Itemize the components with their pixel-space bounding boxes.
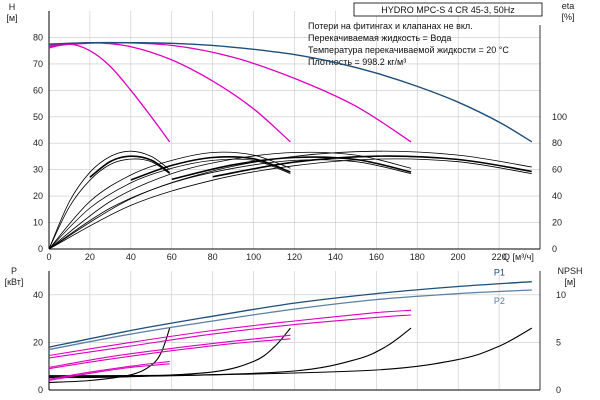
- power-curve-partial: [48, 360, 170, 380]
- npsh-curve: [48, 327, 412, 378]
- power-curve-partial: [48, 334, 291, 368]
- power-curve-partial: [48, 363, 170, 382]
- top-x-tick-label: 180: [410, 252, 425, 262]
- power-curve-partial: [48, 338, 291, 370]
- head-curve-partial: [48, 42, 291, 143]
- top-y-tick-label: 0: [38, 244, 43, 254]
- duty-curve: [212, 155, 532, 178]
- power-series-p2: [48, 289, 532, 351]
- bottom-y-tick-label: 40: [33, 290, 43, 300]
- top-y-tick-label: 80: [33, 32, 43, 42]
- top-y-tick-label: 50: [33, 112, 43, 122]
- eta-curve: [48, 159, 412, 250]
- series-label-p1: P1: [494, 268, 505, 278]
- power-curve-partial: [48, 314, 412, 359]
- top-eta-tick-label: 80: [552, 138, 562, 148]
- top-x-tick-label: 200: [451, 252, 466, 262]
- top-y-axis-label: H: [9, 2, 16, 12]
- eta-curve: [48, 158, 291, 250]
- eta-curve: [48, 151, 412, 250]
- bottom-y-tick-label: 0: [38, 385, 43, 395]
- top-x-tick-label: 100: [246, 252, 261, 262]
- top-x-tick-label: 80: [208, 252, 218, 262]
- eta-curve: [48, 151, 291, 250]
- bottom-npsh-tick-label: 0: [556, 385, 561, 395]
- eta-curve: [48, 158, 170, 250]
- top-eta-tick-label: 100: [552, 112, 567, 122]
- power-curve-partial: [48, 309, 412, 357]
- top-y-tick-label: 40: [33, 138, 43, 148]
- npsh-curve: [48, 327, 291, 379]
- bottom-npsh-axis-label: NPSH: [557, 266, 582, 276]
- chart-title-box: [353, 2, 543, 17]
- top-x-tick-label: 20: [85, 252, 95, 262]
- chart-note: Плотность = 998.2 кг/м³: [308, 57, 406, 67]
- top-x-tick-label: 120: [287, 252, 302, 262]
- top-x-tick-label: 40: [126, 252, 136, 262]
- bottom-npsh-tick-label: 5: [556, 337, 561, 347]
- bottom-y-axis-label: P: [11, 266, 17, 276]
- top-x-tick-label: 60: [167, 252, 177, 262]
- top-x-axis-label: Q [м³/ч]: [503, 252, 534, 262]
- top-y-tick-label: 60: [33, 85, 43, 95]
- bottom-y-tick-label: 20: [33, 337, 43, 347]
- top-eta-tick-label: 20: [552, 218, 562, 228]
- power-series-p1: [48, 281, 532, 348]
- top-eta-tick-label: 40: [552, 191, 562, 201]
- bottom-panel: 0 20 40 0 5 10 P[кВт] NPSH[м] P1 P2: [5, 266, 583, 395]
- top-eta-axis-label: [%]: [561, 12, 574, 22]
- top-y-tick-label: 10: [33, 218, 43, 228]
- duty-curve: [130, 155, 291, 181]
- bottom-y-axis-label: [кВт]: [5, 277, 24, 287]
- head-curve-full: [48, 41, 533, 143]
- duty-curve: [171, 156, 412, 181]
- top-panel: 0 20 40 60 80 100 120 140 160 180 200 2200102030405…: [6, 1, 574, 262]
- chart-note: Перекачиваемая жидкость = Вода: [308, 33, 451, 43]
- top-x-tick-label: 0: [46, 252, 51, 262]
- eta-curve: [48, 158, 532, 250]
- top-y-axis-label: [м]: [6, 13, 17, 23]
- top-eta-tick-label: 0: [552, 244, 557, 254]
- chart-title: HYDRO MPC-S 4 CR 45-3, 50Hz: [381, 5, 515, 15]
- npsh-curve: [48, 327, 171, 383]
- bottom-npsh-tick-label: 10: [556, 290, 566, 300]
- series-label-p2: P2: [494, 296, 505, 306]
- head-curve-partial: [48, 43, 171, 143]
- top-x-tick-label: 220: [492, 252, 507, 262]
- top-y-tick-label: 30: [33, 165, 43, 175]
- eta-curve: [48, 150, 170, 250]
- chart-note: Температура перекачиваемой жидкости = 20…: [308, 45, 509, 55]
- top-eta-axis-label: eta: [562, 1, 575, 11]
- eta-curve: [48, 150, 532, 250]
- top-x-tick-label: 160: [369, 252, 384, 262]
- top-x-tick-label: 140: [328, 252, 343, 262]
- top-y-tick-label: 70: [33, 59, 43, 69]
- chart-note: Потери на фитингах и клапанах не вкл.: [308, 21, 473, 31]
- npsh-curve: [48, 327, 533, 377]
- bottom-npsh-axis-label: [м]: [564, 277, 575, 287]
- top-eta-tick-label: 60: [552, 165, 562, 175]
- duty-curve: [89, 155, 171, 178]
- top-y-tick-label: 20: [33, 191, 43, 201]
